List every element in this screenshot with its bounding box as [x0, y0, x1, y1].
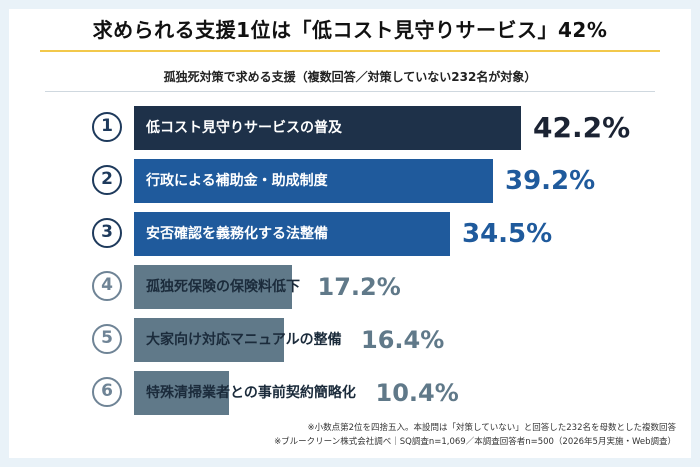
- rank-badge: 6: [92, 377, 122, 407]
- subtitle-divider: [45, 91, 655, 92]
- footnotes: ※小数点第2位を四捨五入。本設問は「対策していない」と回答した232名を母数とし…: [274, 421, 676, 449]
- bar-value-label: 16.4%: [361, 326, 445, 354]
- bar-row: 5 大家向け対応マニュアルの整備 16.4%: [0, 318, 700, 362]
- bar-row: 4 孤独死保険の保険料低下 17.2%: [0, 265, 700, 309]
- bar-value-label: 10.4%: [375, 379, 459, 407]
- chart-subtitle: 孤独死対策で求める支援（複数回答／対策していない232名が対象）: [163, 70, 537, 84]
- bar-row: 2 行政による補助金・助成制度 39.2%: [0, 159, 700, 203]
- bar-value-label: 39.2%: [505, 166, 596, 196]
- bar-category-label: 行政による補助金・助成制度: [146, 173, 328, 189]
- bar-category-label: 安否確認を義務化する法整備: [146, 226, 328, 242]
- bar-value-label: 42.2%: [533, 111, 631, 144]
- bar-value-label: 34.5%: [462, 219, 553, 249]
- rank-badge: 5: [92, 324, 122, 354]
- bar-row: 1 低コスト見守りサービスの普及 42.2%: [0, 106, 700, 150]
- bar: [134, 265, 292, 309]
- bar-value-label: 17.2%: [317, 273, 401, 301]
- bar: [134, 159, 493, 203]
- bar: [134, 106, 521, 150]
- bar: [134, 318, 284, 362]
- bar-category-label: 特殊清掃業者との事前契約簡略化: [146, 385, 356, 401]
- bar-category-label: 孤独死保険の保険料低下: [146, 279, 300, 295]
- rank-badge: 4: [92, 271, 122, 301]
- title-underline: [40, 50, 660, 52]
- chart-title: 求められる支援1位は「低コスト見守りサービス」42%: [92, 18, 608, 42]
- rank-badge: 2: [92, 165, 122, 195]
- rank-badge: 3: [92, 218, 122, 248]
- bar-row: 3 安否確認を義務化する法整備 34.5%: [0, 212, 700, 256]
- bar: [134, 212, 450, 256]
- footnote-rounding: ※小数点第2位を四捨五入。本設問は「対策していない」と回答した232名を母数とし…: [307, 423, 676, 433]
- bar-row: 6 特殊清掃業者との事前契約簡略化 10.4%: [0, 371, 700, 415]
- rank-badge: 1: [92, 112, 122, 142]
- bar-category-label: 大家向け対応マニュアルの整備: [146, 332, 342, 348]
- bar-category-label: 低コスト見守りサービスの普及: [146, 120, 342, 136]
- bar: [134, 371, 229, 415]
- footnote-source: ※ブルークリーン株式会社調べ｜SQ調査n=1,069／本調査回答者n=500（2…: [274, 437, 676, 447]
